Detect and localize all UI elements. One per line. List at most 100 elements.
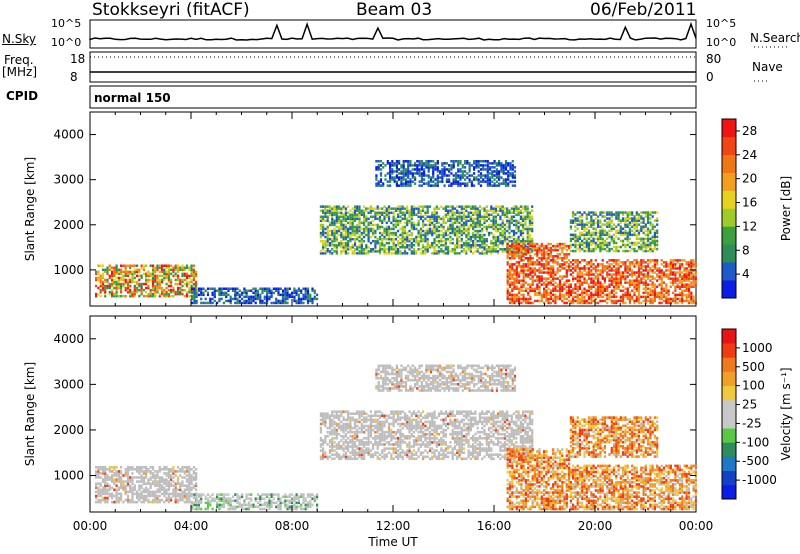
- power-cell: [676, 271, 679, 274]
- power-cell: [601, 271, 604, 274]
- power-cell: [328, 229, 332, 233]
- power-cell: [406, 239, 409, 243]
- power-cell: [387, 219, 391, 223]
- power-cell: [574, 225, 577, 228]
- power-cell: [552, 273, 555, 276]
- power-cell: [456, 227, 459, 231]
- power-cell: [158, 284, 161, 288]
- power-cell: [651, 223, 654, 226]
- power-cell: [658, 267, 661, 270]
- power-cell: [485, 244, 488, 247]
- power-cell: [395, 166, 398, 169]
- cpid-panel-frame: [89, 85, 697, 109]
- power-cell: [628, 237, 631, 241]
- power-cell: [181, 278, 184, 282]
- power-cell: [644, 229, 647, 232]
- power-cell: [506, 293, 509, 297]
- power-cell: [494, 235, 497, 239]
- power-cell: [431, 215, 434, 218]
- power-cell: [458, 231, 461, 235]
- power-cell: [331, 221, 334, 225]
- power-cell: [406, 246, 409, 249]
- power-cell: [642, 259, 645, 262]
- velocity-cell: [122, 480, 125, 483]
- power-cell: [594, 281, 597, 284]
- power-cell: [389, 168, 392, 171]
- power-cell: [517, 239, 520, 243]
- power-cell: [667, 273, 670, 276]
- power-cell: [508, 277, 512, 280]
- power-colorbar-swatch: [722, 119, 736, 138]
- power-colorbar-label: Power [dB]: [779, 176, 793, 241]
- power-cell: [649, 289, 652, 292]
- power-cell: [574, 243, 577, 247]
- power-cell: [554, 293, 557, 297]
- power-cell: [510, 248, 513, 251]
- power-cell: [104, 288, 107, 292]
- power-cell: [392, 223, 395, 227]
- power-cell: [402, 182, 405, 185]
- power-cell: [615, 295, 618, 299]
- power-cell: [490, 219, 493, 223]
- power-cell: [583, 291, 586, 295]
- power-cell: [124, 272, 127, 276]
- power-cell: [526, 205, 529, 208]
- power-cell: [538, 269, 541, 272]
- power-cell: [403, 225, 407, 229]
- power-cell: [615, 281, 618, 284]
- power-cell: [647, 217, 650, 220]
- power-cell: [554, 287, 557, 290]
- power-cell: [147, 284, 150, 288]
- power-cell: [192, 274, 195, 278]
- power-cell: [259, 299, 262, 303]
- power-cell: [395, 160, 398, 163]
- power-cell: [617, 285, 620, 288]
- power-cell: [437, 239, 441, 243]
- power-cell: [403, 250, 407, 253]
- power-cell: [429, 164, 433, 167]
- power-cell: [524, 299, 527, 303]
- power-cell: [619, 297, 622, 301]
- power-cell: [322, 215, 325, 218]
- power-cell: [335, 215, 338, 218]
- power-cell: [316, 293, 319, 297]
- power-cell: [590, 301, 593, 305]
- power-cell: [200, 289, 203, 292]
- power-cell: [156, 266, 159, 269]
- power-cell: [142, 264, 145, 267]
- power-cell: [443, 166, 446, 169]
- velocity-cell: [142, 480, 145, 483]
- power-cell: [637, 215, 641, 218]
- power-cell: [492, 241, 495, 245]
- power-cell: [619, 279, 622, 282]
- power-cell: [176, 274, 180, 278]
- power-cell: [387, 229, 391, 233]
- power-cell: [543, 263, 546, 266]
- power-cell: [378, 250, 382, 253]
- power-cell: [585, 293, 588, 297]
- power-cell: [483, 244, 486, 247]
- velocity-cell: [108, 470, 111, 473]
- power-cell: [428, 231, 432, 235]
- power-cell: [499, 239, 502, 243]
- power-cell: [465, 244, 468, 247]
- power-cell: [495, 164, 498, 167]
- power-cell: [333, 207, 336, 210]
- power-cell: [494, 217, 497, 221]
- velocity-cell: [122, 484, 125, 487]
- power-cell: [376, 239, 379, 243]
- power-cell: [667, 301, 670, 305]
- power-cell: [538, 271, 541, 274]
- power-cell: [635, 263, 638, 266]
- power-cell: [231, 287, 235, 290]
- power-cell: [637, 301, 641, 305]
- power-cell: [524, 269, 527, 272]
- power-cell: [497, 213, 500, 216]
- power-cell: [358, 207, 361, 210]
- power-colorbar-tick-label: 20: [742, 172, 757, 186]
- power-cell: [583, 267, 586, 270]
- power-cell: [462, 217, 466, 221]
- power-cell: [649, 267, 652, 270]
- power-cell: [424, 246, 427, 249]
- power-cell: [433, 237, 436, 241]
